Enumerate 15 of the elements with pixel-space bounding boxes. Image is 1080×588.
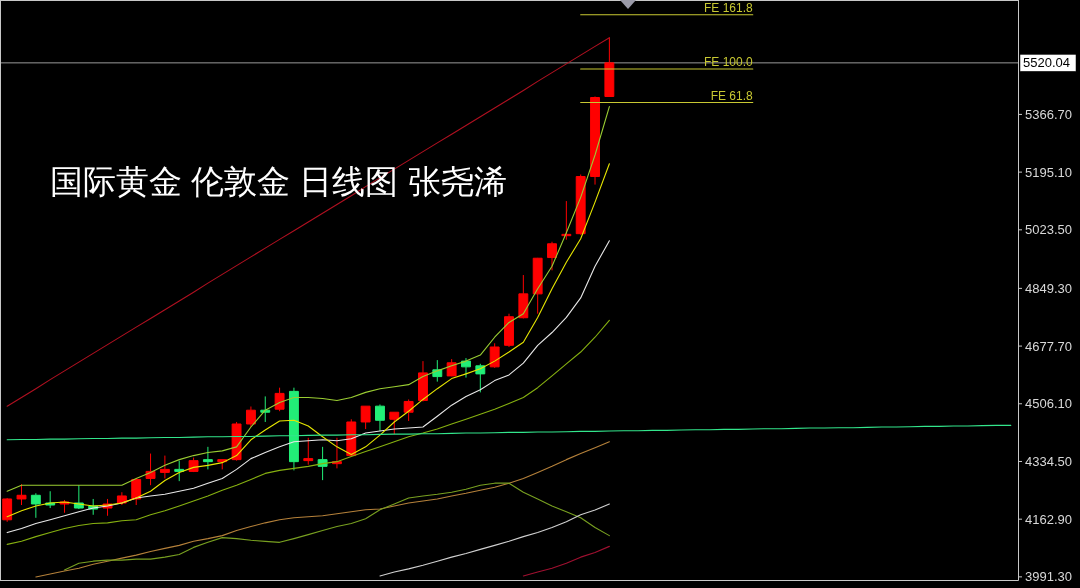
ytick-label: 4677.70 (1025, 338, 1072, 354)
ytick-label: 5366.70 (1025, 106, 1072, 122)
ytick-label: 5195.10 (1025, 164, 1072, 180)
ytick-label: 5023.50 (1025, 222, 1072, 238)
ytick-label: 4506.10 (1025, 396, 1072, 412)
ytick-label: 4334.50 (1025, 454, 1072, 469)
series-label: FE 161.8 (704, 0, 753, 15)
price-label: 5520.04 (1019, 54, 1077, 72)
ytick-label: 4849.30 (1025, 280, 1072, 296)
series-label: FE 100.0 (704, 54, 753, 69)
ytick-label: 3991.30 (1025, 569, 1072, 585)
series-label: FE 61.8 (710, 88, 753, 103)
ytick-label: 4162.90 (1025, 511, 1072, 527)
title: 国际黄金 伦敦金 日线图 张尧浠 (50, 163, 507, 200)
ref-line-label: 5520.04 (1023, 55, 1070, 71)
